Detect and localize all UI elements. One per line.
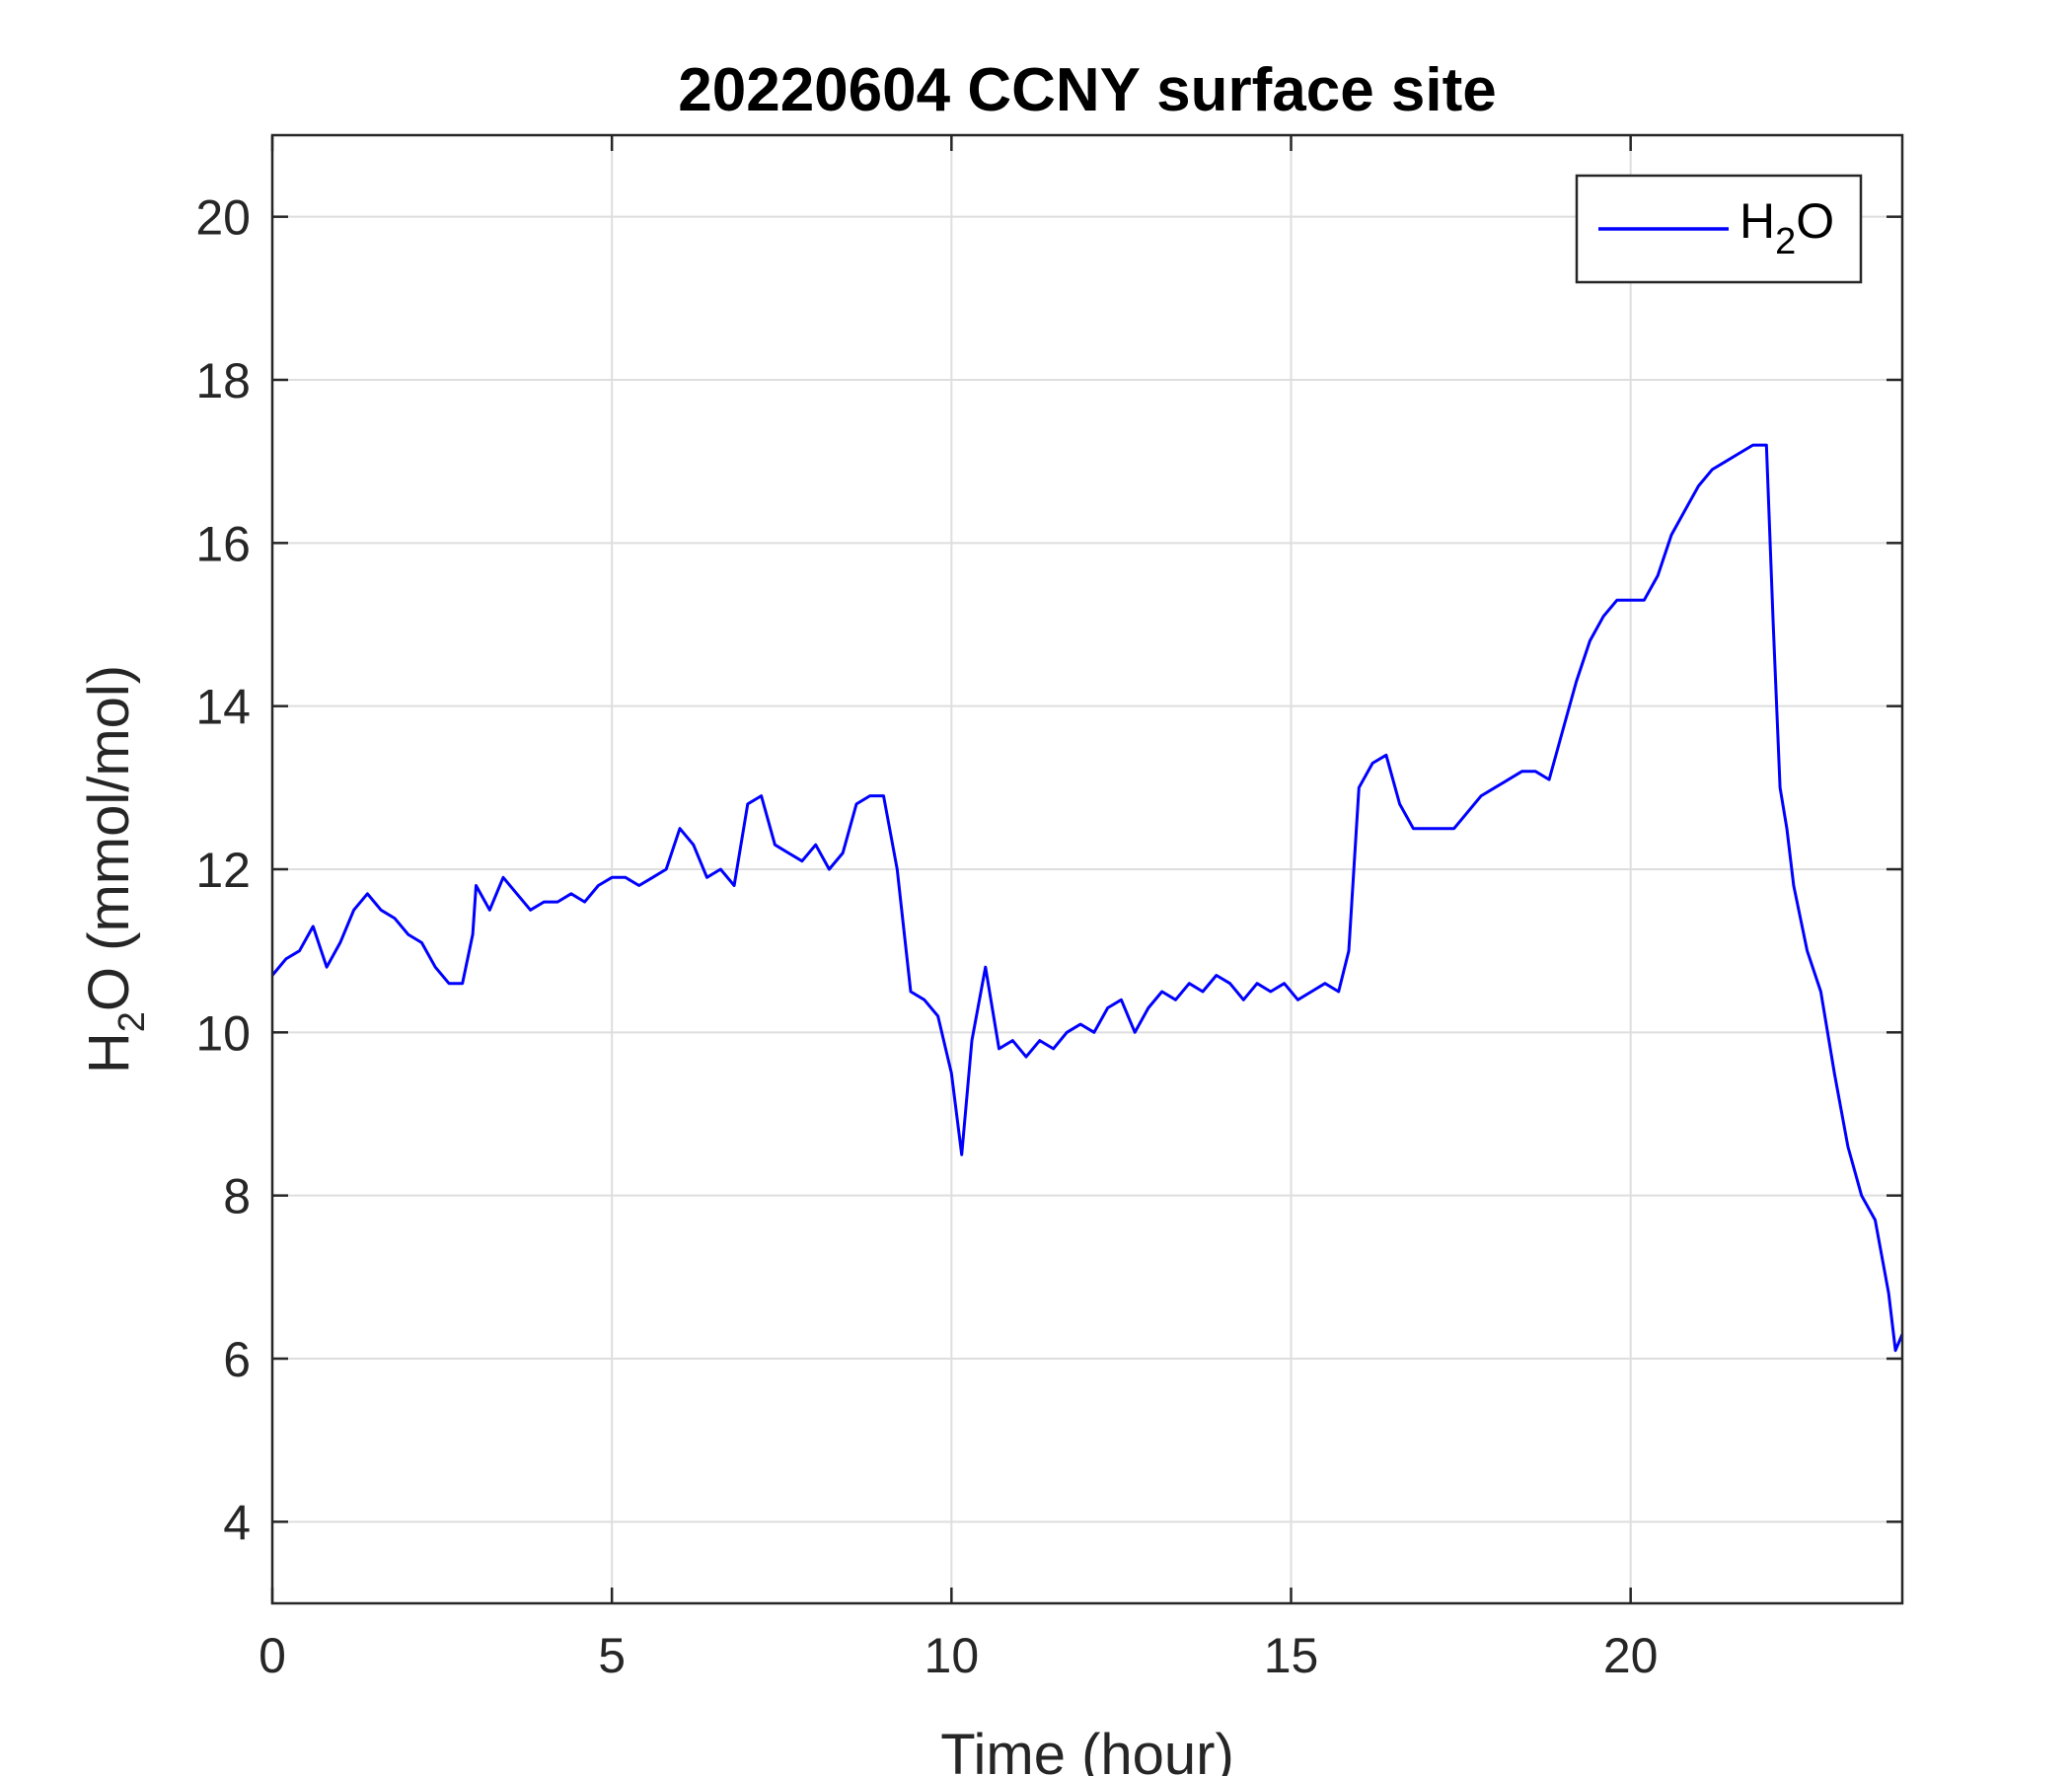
chart-title: 20220604 CCNY surface site: [678, 56, 1497, 124]
y-axis-label-main: H: [77, 1032, 141, 1073]
tick-marks: [270, 135, 1902, 1603]
x-axis-label: Time (hour): [940, 1723, 1234, 1776]
legend: H2O: [1575, 174, 1863, 284]
y-axis-label-subscript: 2: [111, 1011, 153, 1032]
legend-label-rest: O: [1796, 193, 1834, 249]
y-tick-label: 16: [195, 516, 251, 571]
x-tick-label: 5: [598, 1628, 626, 1683]
y-tick-label: 8: [223, 1169, 251, 1224]
series-layer: [270, 443, 1904, 1353]
y-axis-label-rest: O (mmol/mol): [77, 665, 141, 1011]
tick-labels: 0 5 10 15 20 4 6 8 10 12 14 16 18 20: [195, 190, 1658, 1683]
y-tick-label: 18: [195, 353, 251, 408]
x-tick-label: 15: [1264, 1628, 1319, 1683]
y-tick-label: 6: [223, 1332, 251, 1387]
legend-label: H2O: [1739, 193, 1834, 262]
legend-label-main: H: [1739, 193, 1775, 249]
y-tick-label: 10: [195, 1005, 251, 1061]
y-tick-label: 20: [195, 190, 251, 246]
x-tick-label: 0: [259, 1628, 286, 1683]
x-tick-label: 10: [925, 1628, 980, 1683]
grid-lines: [271, 135, 1902, 1603]
y-axis-label: H2O (mmol/mol): [77, 665, 153, 1073]
y-tick-label: 4: [223, 1495, 251, 1550]
y-tick-label: 14: [195, 680, 251, 735]
y-tick-label: 12: [195, 843, 251, 898]
x-tick-label: 20: [1603, 1628, 1659, 1683]
legend-label-subscript: 2: [1775, 221, 1796, 262]
series-line-0: [270, 443, 1904, 1353]
